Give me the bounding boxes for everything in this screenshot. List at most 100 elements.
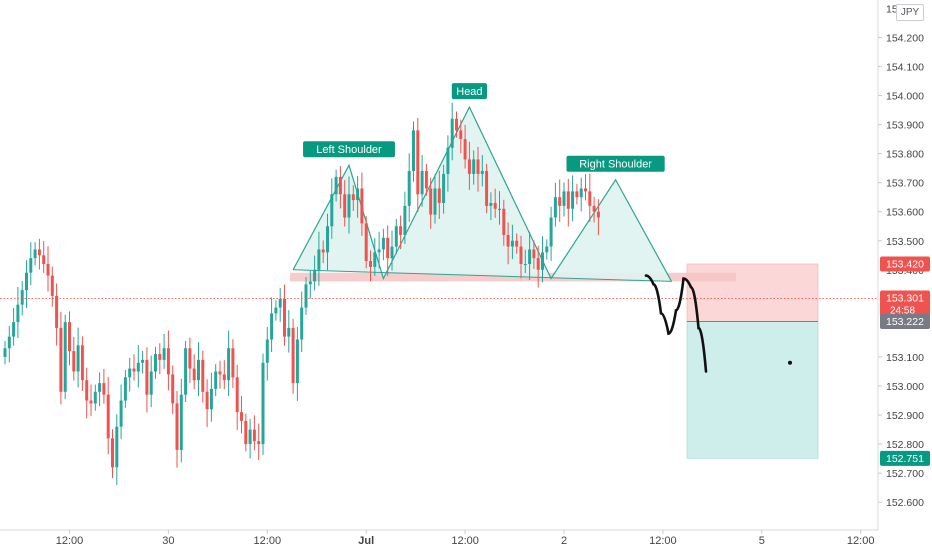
take-profit-zone — [686, 321, 819, 459]
y-tick-label: 152.900 — [886, 410, 924, 422]
candle-body — [403, 205, 407, 235]
candle-body — [381, 237, 385, 250]
candle-body — [274, 307, 278, 314]
price-tag: 153.222 — [880, 314, 930, 330]
candle-body — [596, 211, 600, 218]
candle-body — [558, 197, 562, 206]
candle-body — [115, 426, 119, 468]
price-tag-box — [880, 290, 930, 317]
candle-body — [592, 205, 596, 212]
candle-body — [3, 348, 7, 357]
candle-body — [214, 371, 218, 389]
candle-body — [270, 313, 274, 340]
candle-body — [119, 400, 123, 427]
candle-body — [502, 208, 506, 235]
candle-body — [446, 147, 450, 174]
candle-body — [93, 391, 97, 404]
candle-body — [72, 351, 76, 372]
candle-body — [59, 327, 63, 392]
candle-body — [123, 377, 127, 401]
candle-body — [162, 348, 166, 360]
candle-body — [338, 176, 342, 195]
candle-body — [222, 374, 226, 381]
candle-body — [476, 159, 480, 174]
candle-body — [158, 354, 162, 360]
candle-body — [171, 374, 175, 404]
annotation-right-shoulder: Right Shoulder — [566, 155, 665, 172]
candle-body — [330, 194, 334, 227]
annotation-box — [451, 83, 487, 100]
candle-body — [166, 348, 170, 375]
candle-body — [489, 202, 493, 206]
y-tick-label: 153.900 — [886, 120, 924, 132]
head-and-shoulders-fill — [293, 107, 672, 282]
candle-body — [424, 171, 428, 189]
y-tick-label: 153.000 — [886, 381, 924, 393]
candle-body — [68, 322, 71, 352]
y-tick-label: 154.000 — [886, 91, 924, 103]
x-tick-label: 30 — [162, 535, 174, 547]
candle-body — [252, 429, 256, 442]
candle-body — [532, 249, 536, 259]
candle-body — [46, 263, 50, 276]
y-tick-label: 152.700 — [886, 468, 924, 480]
candle-body — [300, 307, 304, 340]
candle-body — [102, 383, 106, 395]
candle-body — [450, 118, 454, 148]
candle-body — [235, 377, 239, 413]
candle-body — [579, 188, 583, 198]
overlay-layer: Left Shoulder Head Right Shoulder — [0, 83, 878, 373]
candle-body — [145, 359, 149, 395]
price-tag: 153.420 — [880, 256, 930, 272]
price-tag-label: 153.301 — [886, 293, 924, 305]
candle-body — [287, 327, 291, 337]
candle-body — [321, 249, 325, 253]
candle-body — [523, 263, 527, 265]
candle-body — [437, 188, 441, 203]
y-tick-label: 153.800 — [886, 149, 924, 161]
price-tag-label: 153.222 — [886, 316, 924, 328]
candle-body — [536, 258, 540, 270]
candle-body — [42, 255, 46, 264]
candle-body — [154, 354, 157, 372]
pattern-layer — [292, 105, 673, 282]
candle-body — [364, 223, 368, 262]
candle-body — [334, 176, 338, 195]
candle-body — [37, 249, 41, 256]
neckline-zone — [290, 272, 736, 282]
marker-dot — [788, 360, 792, 365]
candle-body — [304, 284, 308, 308]
y-tick-label: 153.500 — [886, 236, 924, 248]
candle-body — [244, 420, 248, 445]
candle-body — [278, 298, 282, 308]
candle-body — [433, 188, 437, 215]
currency-badge[interactable]: JPY — [896, 4, 924, 21]
y-tick-label: 154.100 — [886, 61, 924, 73]
candle-body — [205, 391, 209, 410]
candle-body — [459, 130, 463, 140]
candle-body — [510, 240, 514, 247]
candle-body — [265, 339, 269, 363]
x-tick-label: 2 — [561, 535, 567, 547]
x-tick-label: 12:00 — [451, 535, 479, 547]
candle-body — [136, 362, 140, 372]
y-tick-label: 153.100 — [886, 352, 924, 364]
y-tick-label: 152.800 — [886, 439, 924, 451]
candle-body — [313, 269, 317, 282]
candle-body — [192, 368, 196, 381]
candle-body — [515, 240, 519, 247]
candle-body — [420, 171, 424, 195]
candle-body — [407, 171, 411, 206]
price-tag-label: 152.751 — [886, 453, 924, 465]
candle-body — [498, 208, 501, 210]
x-tick-label: Jul — [358, 535, 374, 547]
candle-body — [351, 194, 355, 201]
candle-body — [480, 171, 484, 174]
candle-body — [467, 159, 471, 174]
price-tag-box — [880, 314, 930, 330]
candle-body — [50, 275, 54, 296]
candle-body — [257, 441, 261, 445]
